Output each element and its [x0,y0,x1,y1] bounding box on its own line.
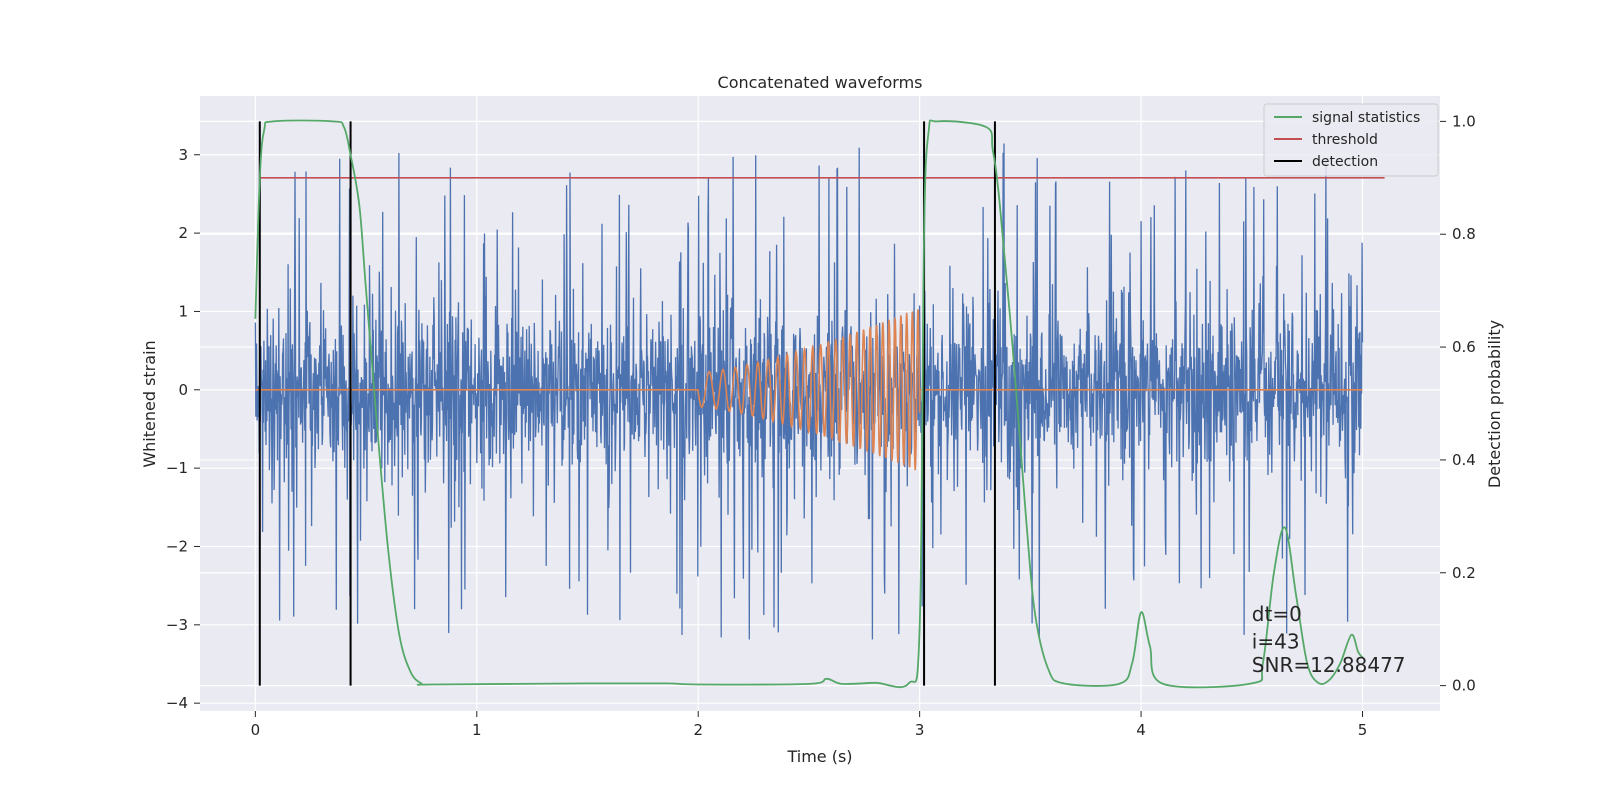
y-tick-label: −3 [166,616,188,634]
legend-box [1263,103,1439,177]
y-tick-label: 0 [178,381,188,399]
y-tick-label: 3 [178,146,188,164]
chart-title: Concatenated waveforms [718,73,923,92]
legend-label-signal-statistics: signal statistics [1312,110,1420,126]
y2-tick-label: 1.0 [1452,112,1476,130]
annotation-dt: dt=0 [1252,602,1302,626]
legend: signal statistics threshold detection [1263,103,1439,177]
x-tick-label: 1 [472,721,482,739]
y-tick-label: −1 [166,459,188,477]
y-tick-label: −2 [166,537,188,555]
y-tick-label: 1 [178,302,188,320]
y-axis-label: Whitened strain [140,340,159,467]
legend-label-detection: detection [1312,154,1378,170]
x-tick-label: 0 [251,721,261,739]
annotation-snr: SNR=12.88477 [1252,653,1406,677]
annotation-i: i=43 [1252,629,1300,653]
x-tick-label: 3 [915,721,925,739]
y2-tick-label: 0.2 [1452,564,1476,582]
series-signal-statistics-line [254,119,1364,689]
y-tick-label: 2 [178,224,188,242]
y2-tick-label: 0.0 [1452,677,1476,695]
annotations: dt=0 i=43 SNR=12.88477 [1252,602,1406,677]
x-axis-label: Time (s) [786,747,852,766]
y-tick-label: −4 [166,694,188,712]
x-tick-label: 5 [1358,721,1368,739]
y2-axis-label: Detection probability [1485,320,1504,488]
y2-tick-label: 0.4 [1452,451,1476,469]
y2-tick-label: 0.6 [1452,338,1476,356]
axes: 0 1 2 3 4 5 −4 −3 −2 −1 0 1 2 3 0.0 0.2 0.4 0.6 0.8 1.0 [166,112,1476,739]
series-injected-signal-line [255,309,1363,471]
series-whitened-strain-line [254,143,1364,640]
legend-label-threshold: threshold [1312,132,1378,148]
y2-tick-label: 0.8 [1452,225,1476,243]
x-tick-label: 4 [1136,721,1146,739]
plot-area [254,119,1385,689]
x-tick-label: 2 [693,721,703,739]
